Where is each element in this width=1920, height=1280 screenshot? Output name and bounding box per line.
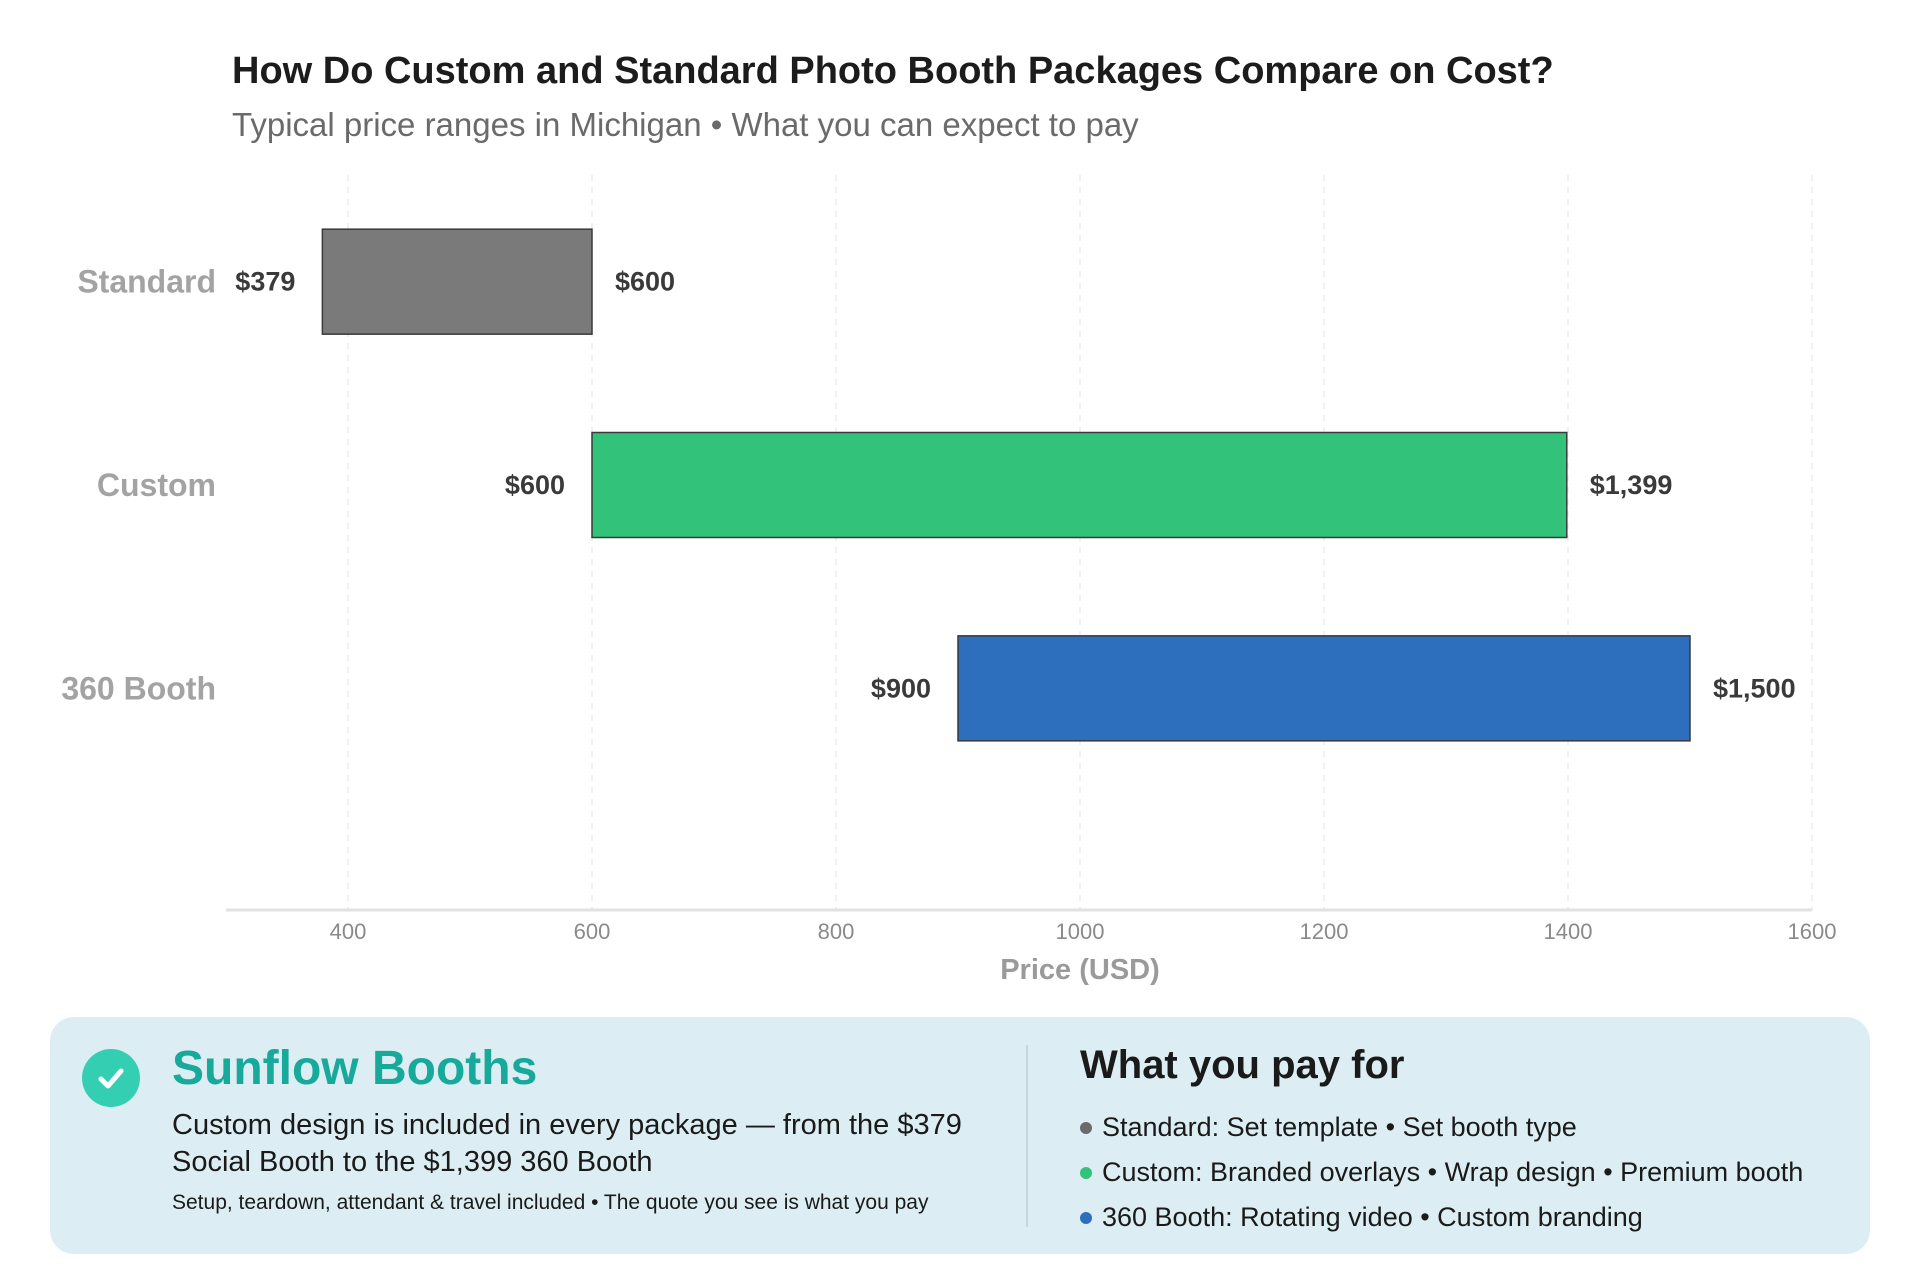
bar-360-booth xyxy=(957,635,1691,742)
pay-item-360: 360 Booth: Rotating video • Custom brand… xyxy=(1080,1195,1803,1240)
bullet-dot-icon xyxy=(1080,1211,1092,1224)
bar-min-label: $379 xyxy=(235,267,295,297)
y-category-label: Custom xyxy=(97,467,216,503)
range-bar-chart: 400 600 800 1000 1200 1400 1600 Price (USD) Stan… xyxy=(61,175,1837,986)
bar-max-label: $1,399 xyxy=(1590,470,1673,500)
pay-title: What you pay for xyxy=(1080,1043,1405,1087)
y-category-label: 360 Booth xyxy=(61,670,216,706)
x-axis-label: Price (USD) xyxy=(1000,954,1160,986)
bullet-dot-icon xyxy=(1080,1166,1092,1179)
pay-item-text: 360 Booth: Rotating video • Custom brand… xyxy=(1102,1202,1643,1232)
x-tick-label: 600 xyxy=(574,919,611,944)
check-circle-icon xyxy=(82,1049,140,1107)
info-panel: Sunflow Booths Custom design is included… xyxy=(50,1017,1870,1254)
x-tick-label: 1000 xyxy=(1056,919,1105,944)
x-tick-label: 1600 xyxy=(1788,919,1837,944)
panel-divider xyxy=(1026,1045,1028,1227)
brand-name: Sunflow Booths xyxy=(172,1042,538,1095)
pay-item-text: Custom: Branded overlays • Wrap design •… xyxy=(1102,1157,1804,1187)
pay-item-standard: Standard: Set template • Set booth type xyxy=(1080,1105,1803,1150)
x-tick-label: 1400 xyxy=(1544,919,1593,944)
bar-standard xyxy=(321,228,593,335)
bar-min-label: $900 xyxy=(871,673,931,703)
bullet-dot-icon xyxy=(1080,1121,1092,1134)
brand-description: Custom design is included in every packa… xyxy=(172,1109,962,1178)
pay-list: Standard: Set template • Set booth type … xyxy=(1080,1105,1803,1240)
x-tick-label: 1200 xyxy=(1300,919,1349,944)
pay-item-text: Standard: Set template • Set booth type xyxy=(1102,1112,1577,1142)
x-tick-label: 800 xyxy=(818,919,855,944)
bar-max-label: $1,500 xyxy=(1713,673,1796,703)
chart-title: How Do Custom and Standard Photo Booth P… xyxy=(232,50,1554,92)
chart-subtitle: Typical price ranges in Michigan • What … xyxy=(232,106,1139,143)
pay-item-custom: Custom: Branded overlays • Wrap design •… xyxy=(1080,1150,1803,1195)
bar-max-label: $600 xyxy=(615,267,675,297)
bar-custom xyxy=(591,431,1568,539)
x-tick-label: 400 xyxy=(330,919,367,944)
bar-min-label: $600 xyxy=(505,470,565,500)
y-category-label: Standard xyxy=(77,264,216,300)
brand-note: Setup, teardown, attendant & travel incl… xyxy=(172,1191,929,1214)
